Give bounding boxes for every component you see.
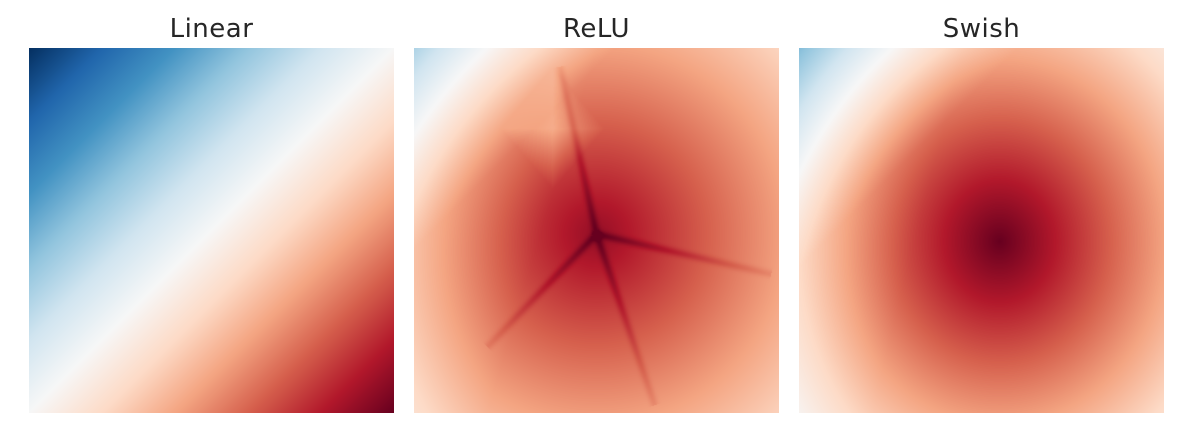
swish-heatmap [799, 48, 1164, 413]
relu-title: ReLU [562, 14, 631, 44]
relu-panel: ReLU [414, 0, 779, 423]
swish-panel: Swish [799, 0, 1164, 423]
relu-heatmap [414, 48, 779, 413]
linear-title: Linear [169, 14, 254, 44]
swish-title: Swish [942, 14, 1021, 44]
linear-panel: Linear [29, 0, 394, 423]
linear-heatmap [29, 48, 394, 413]
